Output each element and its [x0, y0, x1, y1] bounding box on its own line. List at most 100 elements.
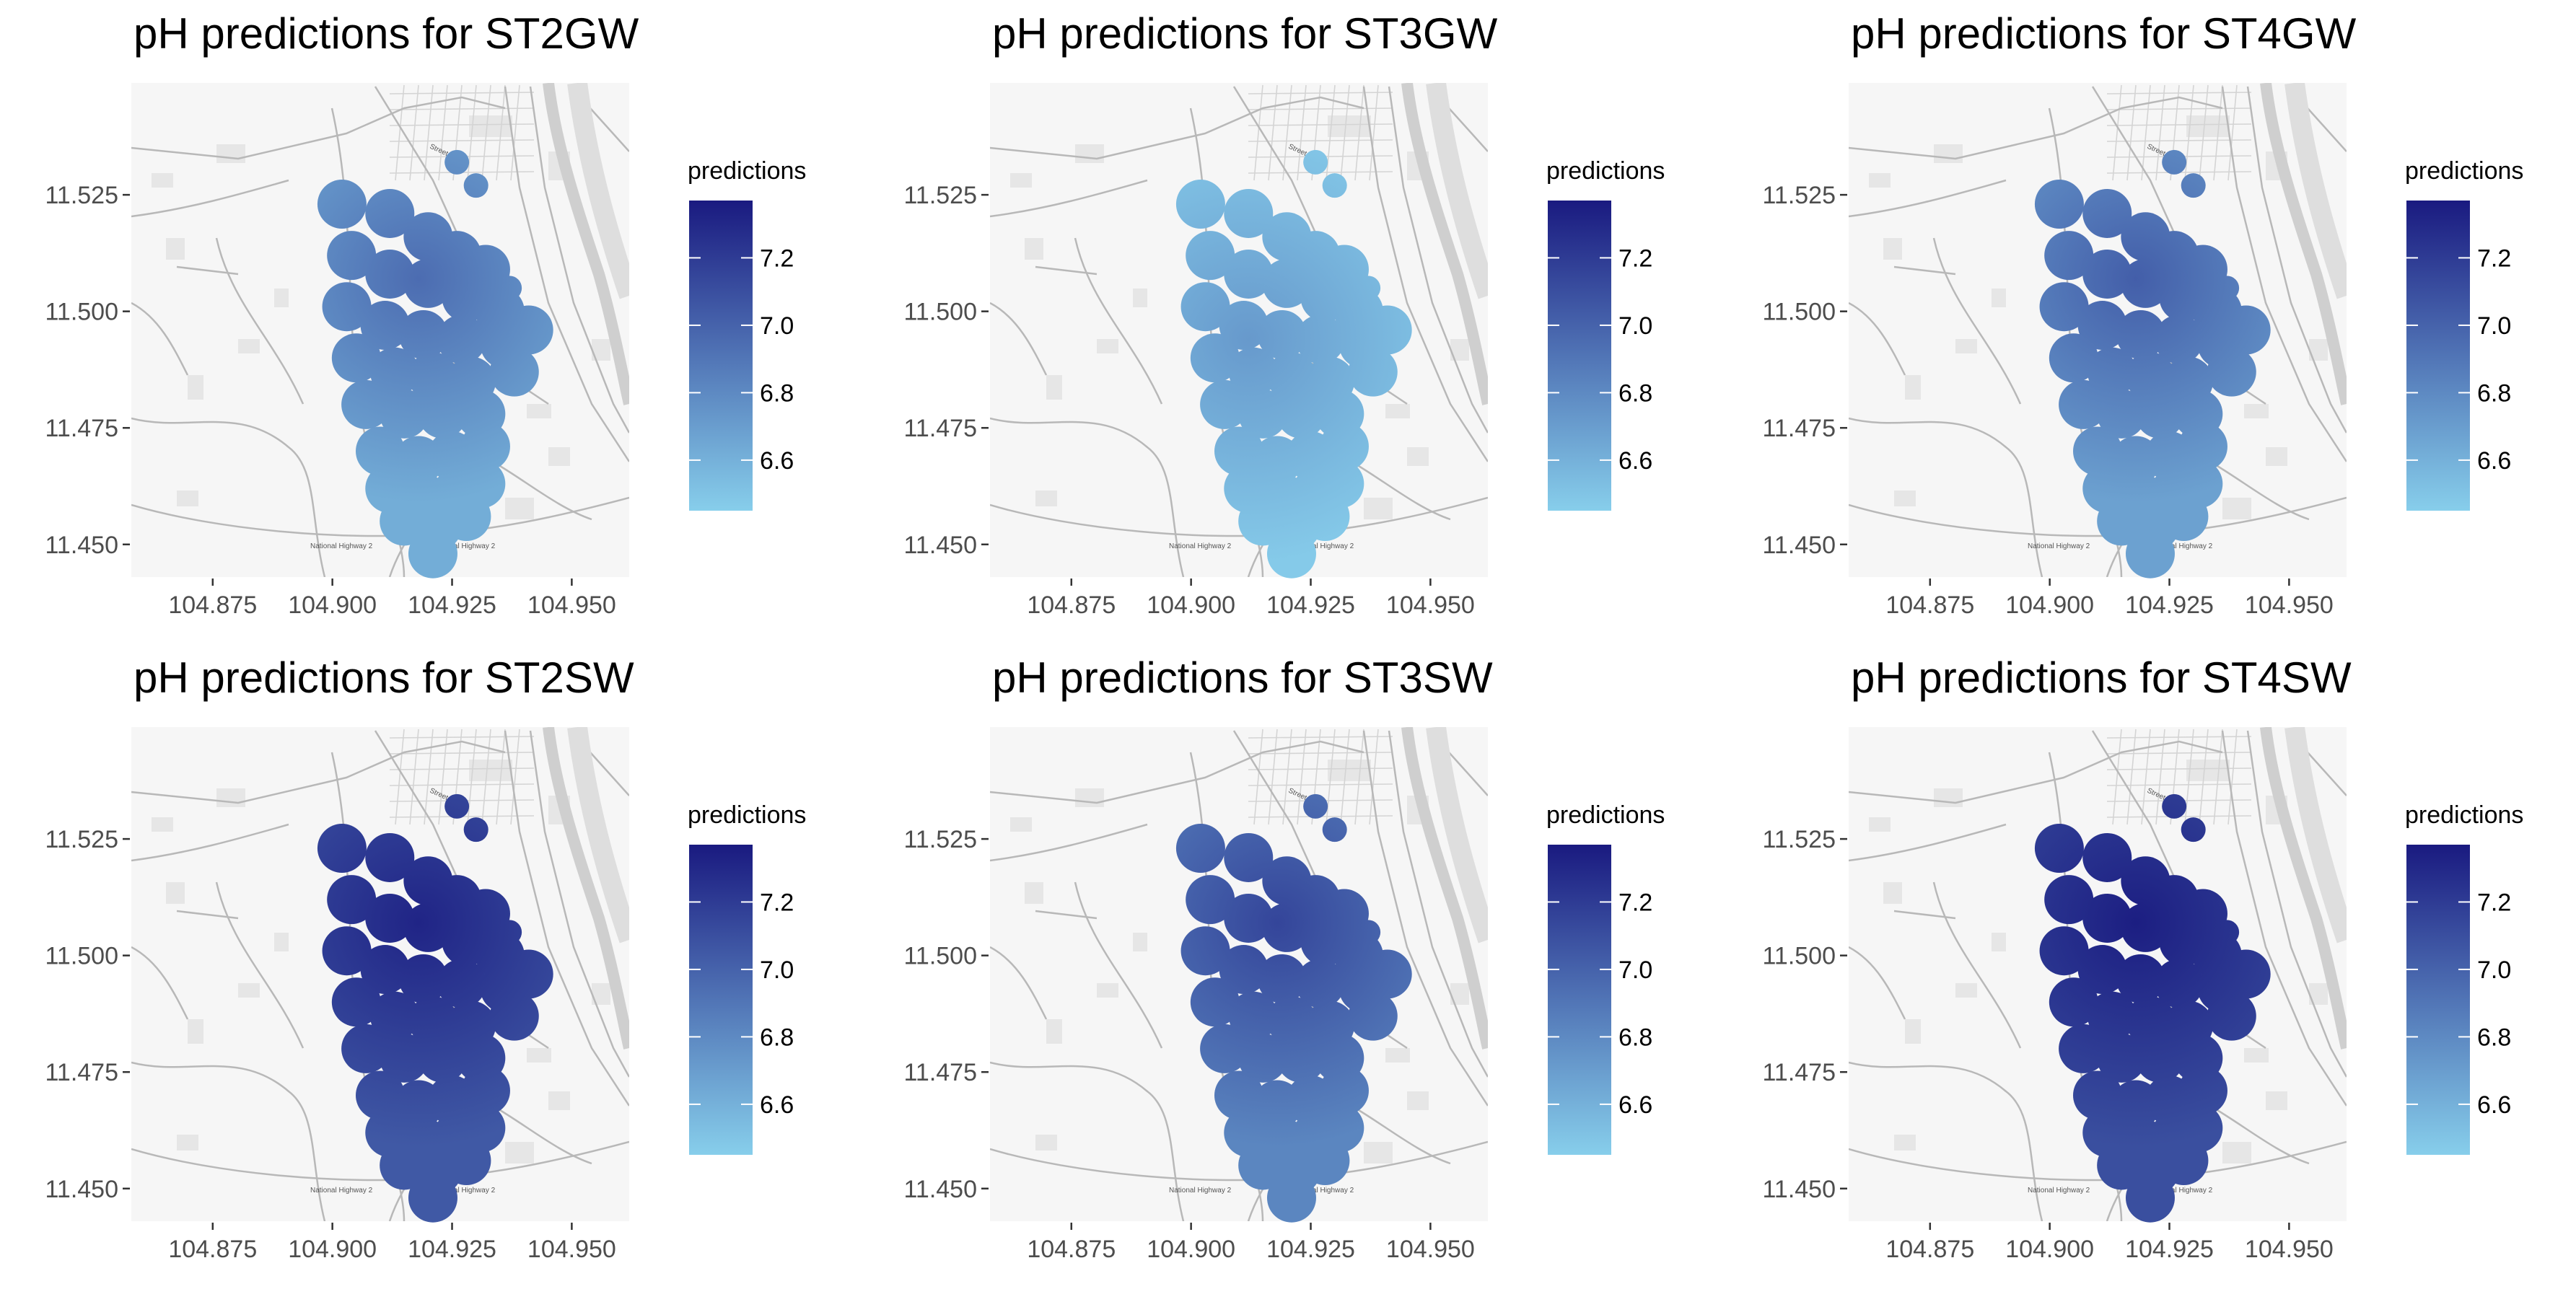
prediction-cell: [408, 1173, 457, 1223]
prediction-surface: [1175, 793, 1412, 1223]
x-tick-label: 104.925: [408, 1236, 496, 1263]
legend-label: 7.2: [1618, 245, 1652, 272]
prediction-cell: [1200, 379, 1250, 429]
prediction-cell: [408, 996, 457, 1046]
map-road: [1849, 302, 1906, 376]
prediction-surface: [2034, 149, 2271, 578]
y-tick-label: 11.500: [1763, 943, 1836, 970]
prediction-cell: [2178, 1066, 2227, 1116]
map-building: [1894, 490, 1916, 506]
map-street: [1282, 729, 1292, 825]
map-road: [1849, 417, 2043, 577]
map-street: [2106, 107, 2252, 110]
map-highway: [2284, 727, 2347, 943]
prediction-cell: [1190, 977, 1240, 1027]
legend-title: predictions: [1546, 157, 1665, 185]
legend-label: 6.8: [760, 379, 794, 407]
prediction-cell: [398, 954, 448, 1003]
prediction-cell: [365, 249, 415, 299]
prediction-cell: [1214, 426, 1263, 476]
map-river: [543, 727, 629, 1050]
prediction-cell: [2207, 991, 2256, 1041]
map-building: [1133, 289, 1147, 307]
prediction-cell: [1224, 893, 1274, 943]
map-street: [1268, 84, 1278, 181]
map-building: [2244, 1048, 2269, 1063]
chart-title: pH predictions for ST4GW: [1851, 9, 2357, 58]
prediction-cell: [1186, 231, 1235, 281]
road-label: National Highway 2: [433, 542, 496, 550]
prediction-cell: [2077, 301, 2127, 351]
prediction-cell: [341, 1024, 391, 1073]
legend-label: 7.0: [1618, 956, 1652, 984]
prediction-cell: [1319, 422, 1369, 472]
prediction-cell: [1175, 824, 1225, 874]
map-street: [510, 729, 520, 825]
map-building: [527, 1048, 551, 1063]
y-tick-label: 11.525: [904, 182, 977, 209]
legend-label: 7.0: [760, 312, 794, 340]
map-building: [2244, 404, 2269, 418]
prediction-cell: [2207, 347, 2256, 397]
prediction-cell: [1295, 314, 1345, 364]
prediction-cell: [2082, 832, 2132, 882]
map-building: [1010, 173, 1032, 188]
y-tick-label: 11.450: [1763, 1176, 1836, 1203]
map-street: [1369, 729, 1379, 825]
prediction-surface: [1175, 149, 1412, 578]
map-road: [1932, 237, 2022, 405]
prediction-cell: [1238, 1033, 1288, 1083]
map-building: [216, 788, 245, 807]
y-tick-label: 11.475: [45, 415, 118, 442]
map-road: [131, 946, 189, 1020]
prediction-cell: [2044, 875, 2094, 925]
map-building: [2186, 760, 2230, 781]
map-plot: National Highway 2 National Highway 2Stre…: [1763, 727, 2523, 1263]
chart-panel: pH predictions for ST2GW National Highway…: [0, 0, 859, 644]
prediction-cell: [403, 258, 453, 308]
prediction-cell: [403, 902, 453, 952]
legend-label: 6.8: [760, 1024, 794, 1051]
legend-label: 6.8: [2477, 1024, 2511, 1051]
legend-label: 7.2: [760, 245, 794, 272]
x-tick-label: 104.900: [1147, 1236, 1235, 1263]
prediction-cell: [1262, 902, 1312, 952]
map-road: [1849, 96, 2223, 160]
map-road: [990, 302, 1048, 376]
prediction-cell: [369, 347, 419, 397]
prediction-cell: [2135, 389, 2185, 439]
map-street: [389, 736, 535, 739]
map-road: [990, 1061, 1185, 1221]
prediction-cell: [1224, 249, 1274, 299]
legend-colorbar: [689, 845, 753, 1155]
map-building: [1905, 375, 1921, 400]
road-label: National Highway 2: [1292, 1187, 1354, 1195]
map-building: [1955, 339, 1977, 353]
prediction-cell: [2049, 333, 2098, 383]
map-road: [990, 946, 1048, 1020]
legend-label: 6.6: [2477, 447, 2511, 475]
prediction-cell: [1186, 875, 1235, 925]
map-street: [389, 92, 535, 94]
map-building: [1934, 144, 1963, 163]
map-building: [527, 404, 551, 418]
prediction-cell: [437, 314, 486, 364]
chart-title: pH predictions for ST2GW: [133, 9, 639, 58]
x-tick-label: 104.875: [1027, 1236, 1116, 1263]
map-road: [1932, 881, 2022, 1049]
prediction-cell: [1300, 491, 1350, 541]
prediction-cell: [444, 793, 470, 819]
map-building: [505, 498, 534, 519]
legend-label: 6.8: [1618, 1024, 1652, 1051]
prediction-cell: [1362, 949, 1412, 999]
prediction-cell: [369, 991, 419, 1041]
prediction-cell: [437, 959, 486, 1008]
map-building: [1955, 983, 1977, 998]
prediction-cell: [1276, 1033, 1326, 1083]
map-building: [1934, 788, 1963, 807]
legend-label: 7.2: [760, 889, 794, 916]
map-road: [1849, 740, 2223, 804]
map-street: [1340, 729, 1350, 825]
x-tick-label: 104.900: [288, 1236, 377, 1263]
prediction-cell: [1214, 1070, 1263, 1120]
